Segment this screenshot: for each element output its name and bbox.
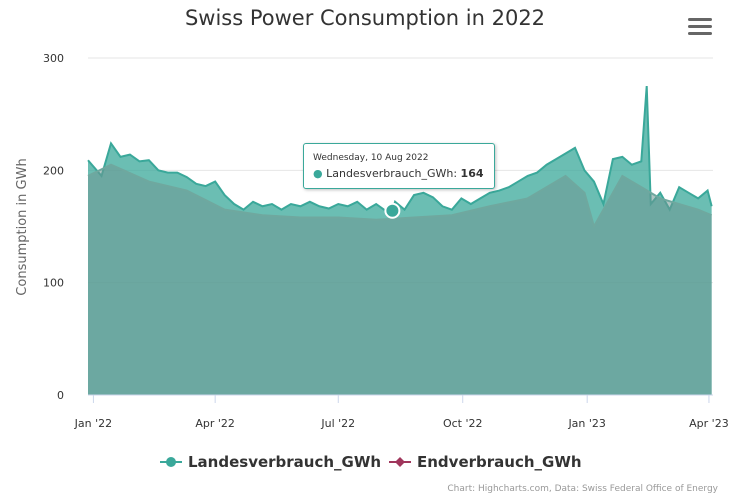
chart-credits: Chart: Highcharts.com, Data: Swiss Feder… xyxy=(447,484,718,494)
legend: Landesverbrauch_GWh Endverbrauch_GWh xyxy=(0,451,730,475)
legend-circle-icon xyxy=(160,457,182,467)
y-tick-label: 0 xyxy=(57,389,64,402)
series-area-Endverbrauch_GWh xyxy=(88,164,712,395)
x-tick-label: Jan '23 xyxy=(567,417,605,430)
y-tick-label: 100 xyxy=(43,277,64,290)
series-line-Landesverbrauch_GWh xyxy=(87,86,713,212)
x-tick-label: Jan '22 xyxy=(74,417,112,430)
tooltip-value: 164 xyxy=(460,167,484,180)
legend-label: Endverbrauch_GWh xyxy=(417,453,582,471)
hover-marker xyxy=(384,202,401,219)
series-areas xyxy=(87,86,713,395)
tooltip: Wednesday, 10 Aug 2022 ● Landesverbrauch… xyxy=(303,143,495,189)
x-tick-label: Apr '22 xyxy=(195,417,235,430)
tooltip-row: ● Landesverbrauch_GWh: 164 xyxy=(313,167,484,180)
tooltip-date: Wednesday, 10 Aug 2022 xyxy=(313,153,429,163)
legend-item-landesverbrauch[interactable]: Landesverbrauch_GWh xyxy=(160,451,381,473)
menu-line-icon xyxy=(688,18,712,21)
legend-label: Landesverbrauch_GWh xyxy=(188,453,382,471)
context-menu-button[interactable] xyxy=(688,18,712,38)
legend-diamond-icon xyxy=(389,457,411,467)
chart-title: Swiss Power Consumption in 2022 xyxy=(184,6,546,30)
menu-line-icon xyxy=(688,32,712,35)
menu-line-icon xyxy=(688,25,712,28)
x-tick-label: Oct '22 xyxy=(443,417,483,430)
axes: 0 100 200 300 Jan '22 Apr '22 Jul '22 Oct '22 Ja… xyxy=(43,52,729,430)
x-tick-label: Jul '22 xyxy=(320,417,355,430)
legend-item-endverbrauch[interactable]: Endverbrauch_GWh xyxy=(389,451,582,473)
tooltip-series-name: Landesverbrauch_GWh xyxy=(326,167,454,180)
x-tick-label: Apr '23 xyxy=(689,417,729,430)
y-tick-label: 200 xyxy=(43,164,64,177)
y-axis-label: Consumption in GWh xyxy=(15,158,30,295)
y-tick-label: 300 xyxy=(43,52,64,65)
series-line-Endverbrauch_GWh xyxy=(87,163,713,230)
tooltip-dot-icon: ● xyxy=(313,167,323,180)
